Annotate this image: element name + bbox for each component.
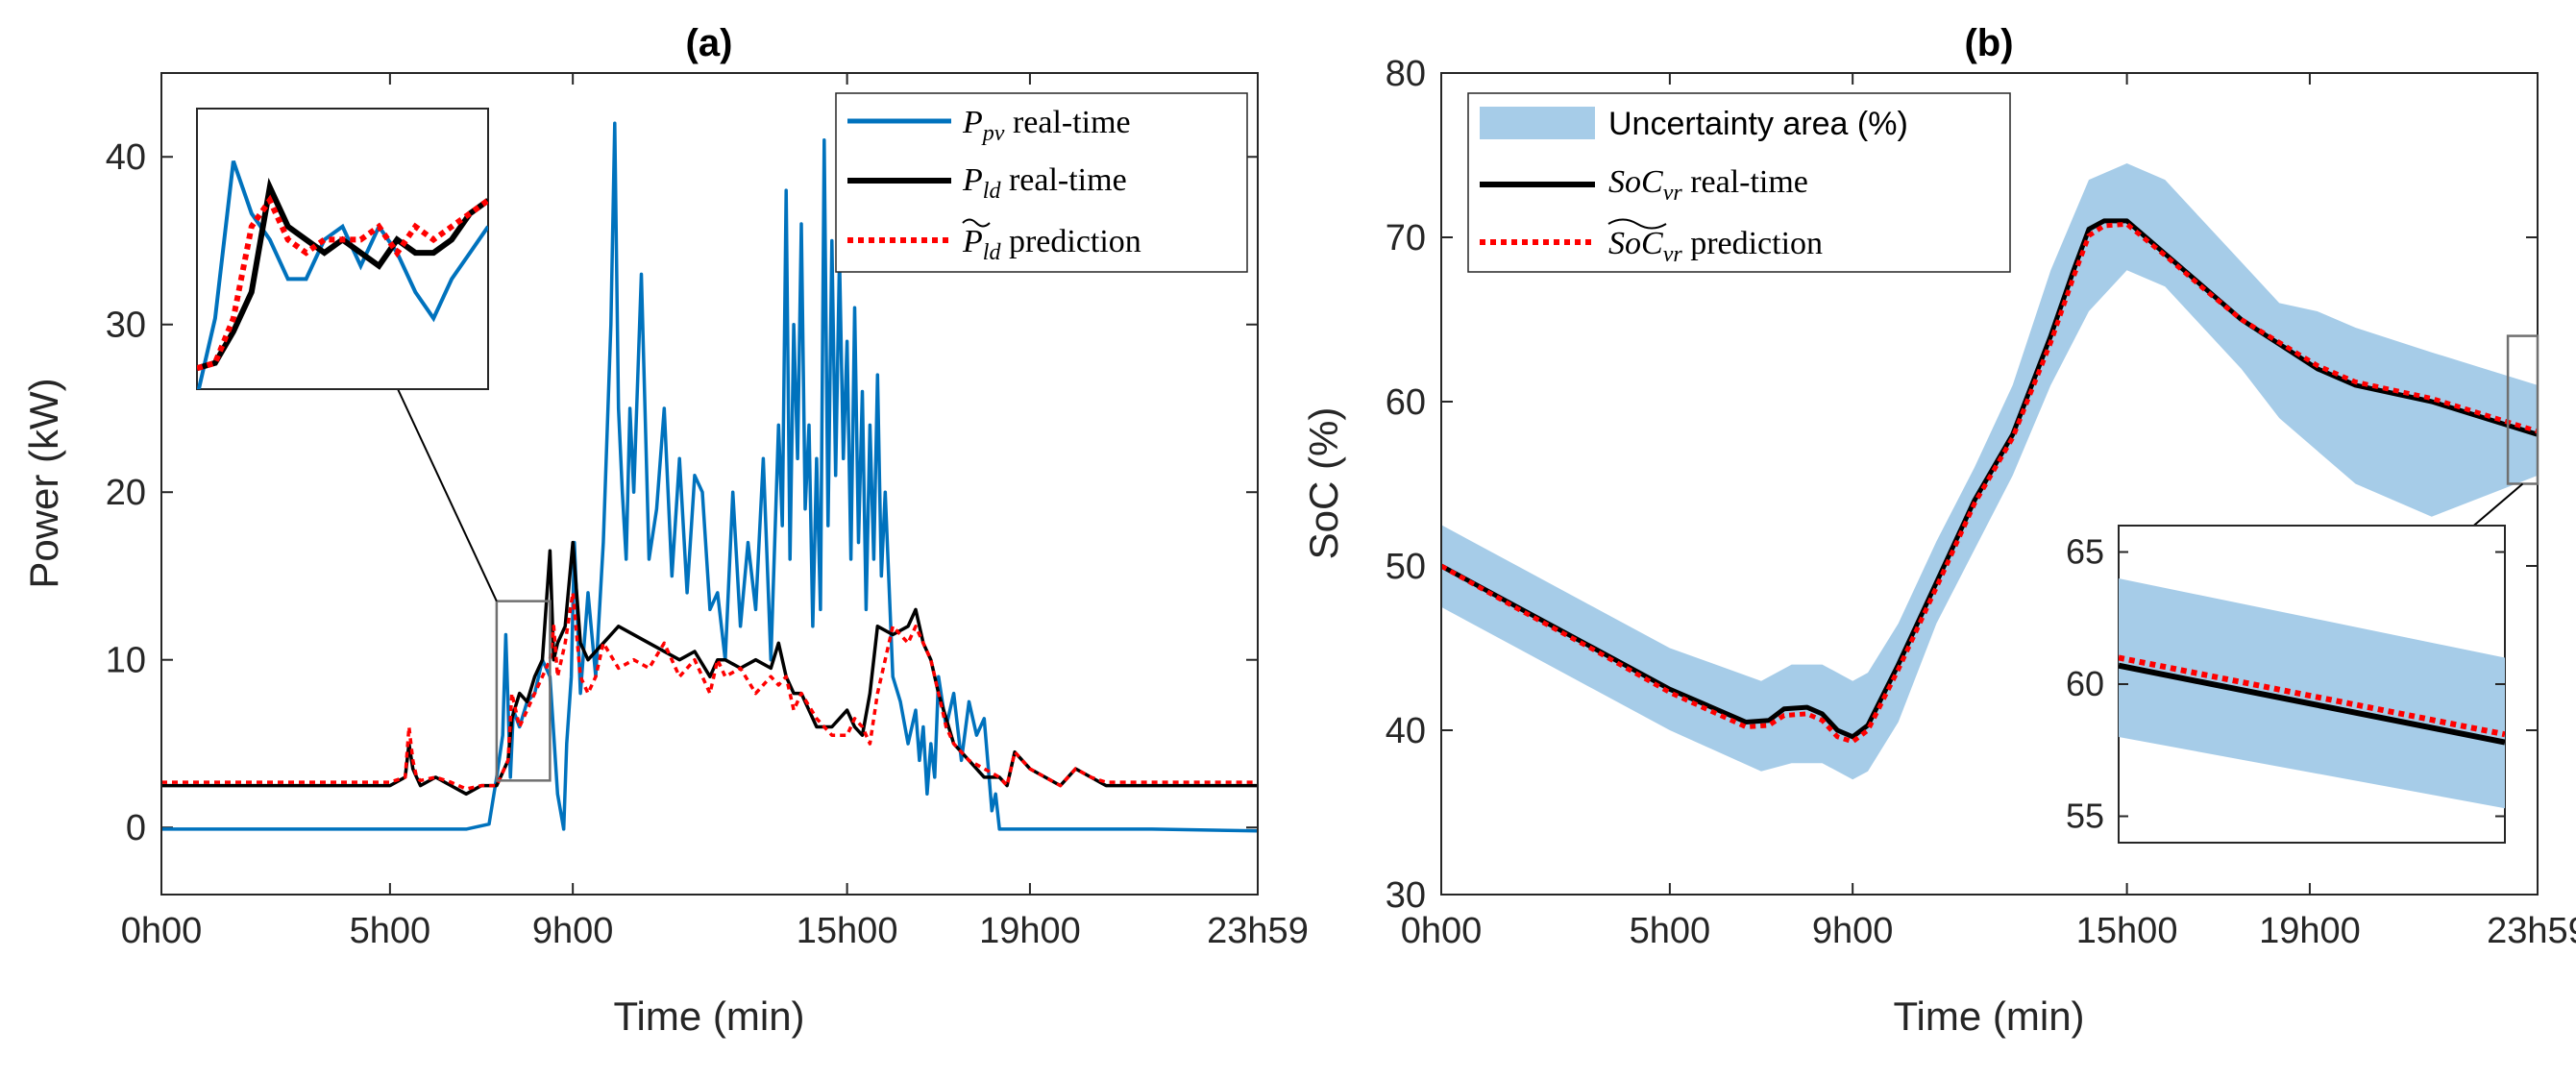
y-tick-label: 0	[126, 808, 146, 848]
x-tick-label: 0h00	[1401, 911, 1483, 951]
tilde-mark-icon	[1607, 218, 1667, 230]
tilde-mark-icon	[962, 218, 991, 228]
inset-uncertainty-area	[2119, 578, 2505, 809]
y-tick-label: 20	[106, 473, 146, 513]
panel-a-title: (a)	[686, 22, 733, 64]
inset-y-tick-label: 60	[2066, 664, 2104, 703]
panel-a-x-ticks: 0h00 5h00 9h00 15h00 19h00 23h59	[121, 73, 1309, 951]
x-tick-label: 5h00	[350, 911, 431, 951]
x-tick-label: 15h00	[797, 911, 898, 951]
y-tick-label: 30	[106, 306, 146, 346]
panel-b-xlabel: Time (min)	[1893, 994, 2084, 1039]
series-p-pv-real-time	[161, 121, 1258, 833]
panel-b-legend: Uncertainty area (%) SoCvr real-time SoC…	[1467, 92, 2011, 273]
panel-a-ylabel: Power (kW)	[21, 378, 66, 588]
panel-a-inset-box	[196, 108, 489, 390]
legend-uncertainty-label: Uncertainty area (%)	[1608, 106, 1908, 142]
panel-a-legend: Ppv real-time Pld real-time Pld predicti…	[835, 92, 1248, 273]
panel-b-inset: 55 60 65	[2066, 525, 2506, 844]
panel-b-y-ticks: 30 40 50 60 70 80	[1386, 54, 2538, 916]
inset-series-soc-pred	[2119, 654, 2505, 738]
panel-a-inset	[196, 108, 489, 390]
inset-series-ld-pred	[197, 194, 488, 372]
panel-a-y-ticks: 0 10 20 30 40	[106, 137, 1258, 848]
panel-a-inset-series	[197, 160, 488, 389]
zoom-arrow-line	[391, 376, 498, 602]
x-tick-label: 23h59	[2487, 911, 2576, 951]
x-tick-label: 19h00	[979, 911, 1081, 951]
legend-soc-pred-label: SoCvr prediction	[1608, 226, 1823, 267]
legend-soc-label: SoCvr real-time	[1608, 164, 1808, 206]
inset-y-tick-label: 55	[2066, 797, 2104, 836]
y-tick-label: 30	[1386, 875, 1426, 916]
x-tick-label: 19h00	[2259, 911, 2361, 951]
panel-b-series	[1441, 163, 2538, 780]
panel-b: (b) 30 40 50 60 70 80 0h00 5h00 9h00 15h00 19h00 2…	[1301, 22, 2576, 1039]
panel-b-title: (b)	[1964, 22, 2013, 64]
x-tick-label: 0h00	[121, 911, 203, 951]
legend-uncertainty-swatch	[1480, 107, 1595, 139]
x-tick-label: 9h00	[1812, 911, 1894, 951]
panel-b-inset-series	[2119, 578, 2505, 809]
panel-a: (a) 0 10 20 30 40 0h00 5h00 9h00 15h00 19h00 23h5…	[21, 22, 1309, 1039]
zoom-window	[495, 600, 552, 782]
panel-b-inset-y-ticks: 55 60 65	[2066, 532, 2505, 836]
panel-b-x-ticks: 0h00 5h00 9h00 15h00 19h00 23h59	[1401, 73, 2576, 951]
y-tick-label: 50	[1386, 547, 1426, 587]
series-soc-vr-prediction	[1441, 221, 2538, 745]
legend-pv-label: Ppv real-time	[962, 105, 1131, 146]
y-tick-label: 60	[1386, 382, 1426, 423]
panel-a-series	[161, 121, 1258, 833]
panel-a-axes-box	[160, 72, 1259, 896]
series-p-ld-prediction	[161, 591, 1258, 791]
inset-y-tick-label: 65	[2066, 532, 2104, 572]
y-tick-label: 70	[1386, 218, 1426, 258]
legend-ld-label: Pld real-time	[962, 162, 1127, 204]
panel-a-xlabel: Time (min)	[613, 994, 804, 1039]
x-tick-label: 15h00	[2076, 911, 2178, 951]
y-tick-label: 40	[106, 137, 146, 178]
x-tick-label: 9h00	[532, 911, 614, 951]
y-tick-label: 40	[1386, 711, 1426, 751]
y-tick-label: 80	[1386, 54, 1426, 94]
y-tick-label: 10	[106, 641, 146, 681]
panel-a-zoom-indicator	[384, 368, 552, 782]
panel-b-ylabel: SoC (%)	[1301, 407, 1346, 560]
inset-series-pv	[197, 160, 488, 389]
inset-series-soc	[2119, 662, 2505, 746]
legend-ld-pred-label: Pld prediction	[962, 224, 1141, 265]
x-tick-label: 23h59	[1207, 911, 1309, 951]
x-tick-label: 5h00	[1630, 911, 1711, 951]
